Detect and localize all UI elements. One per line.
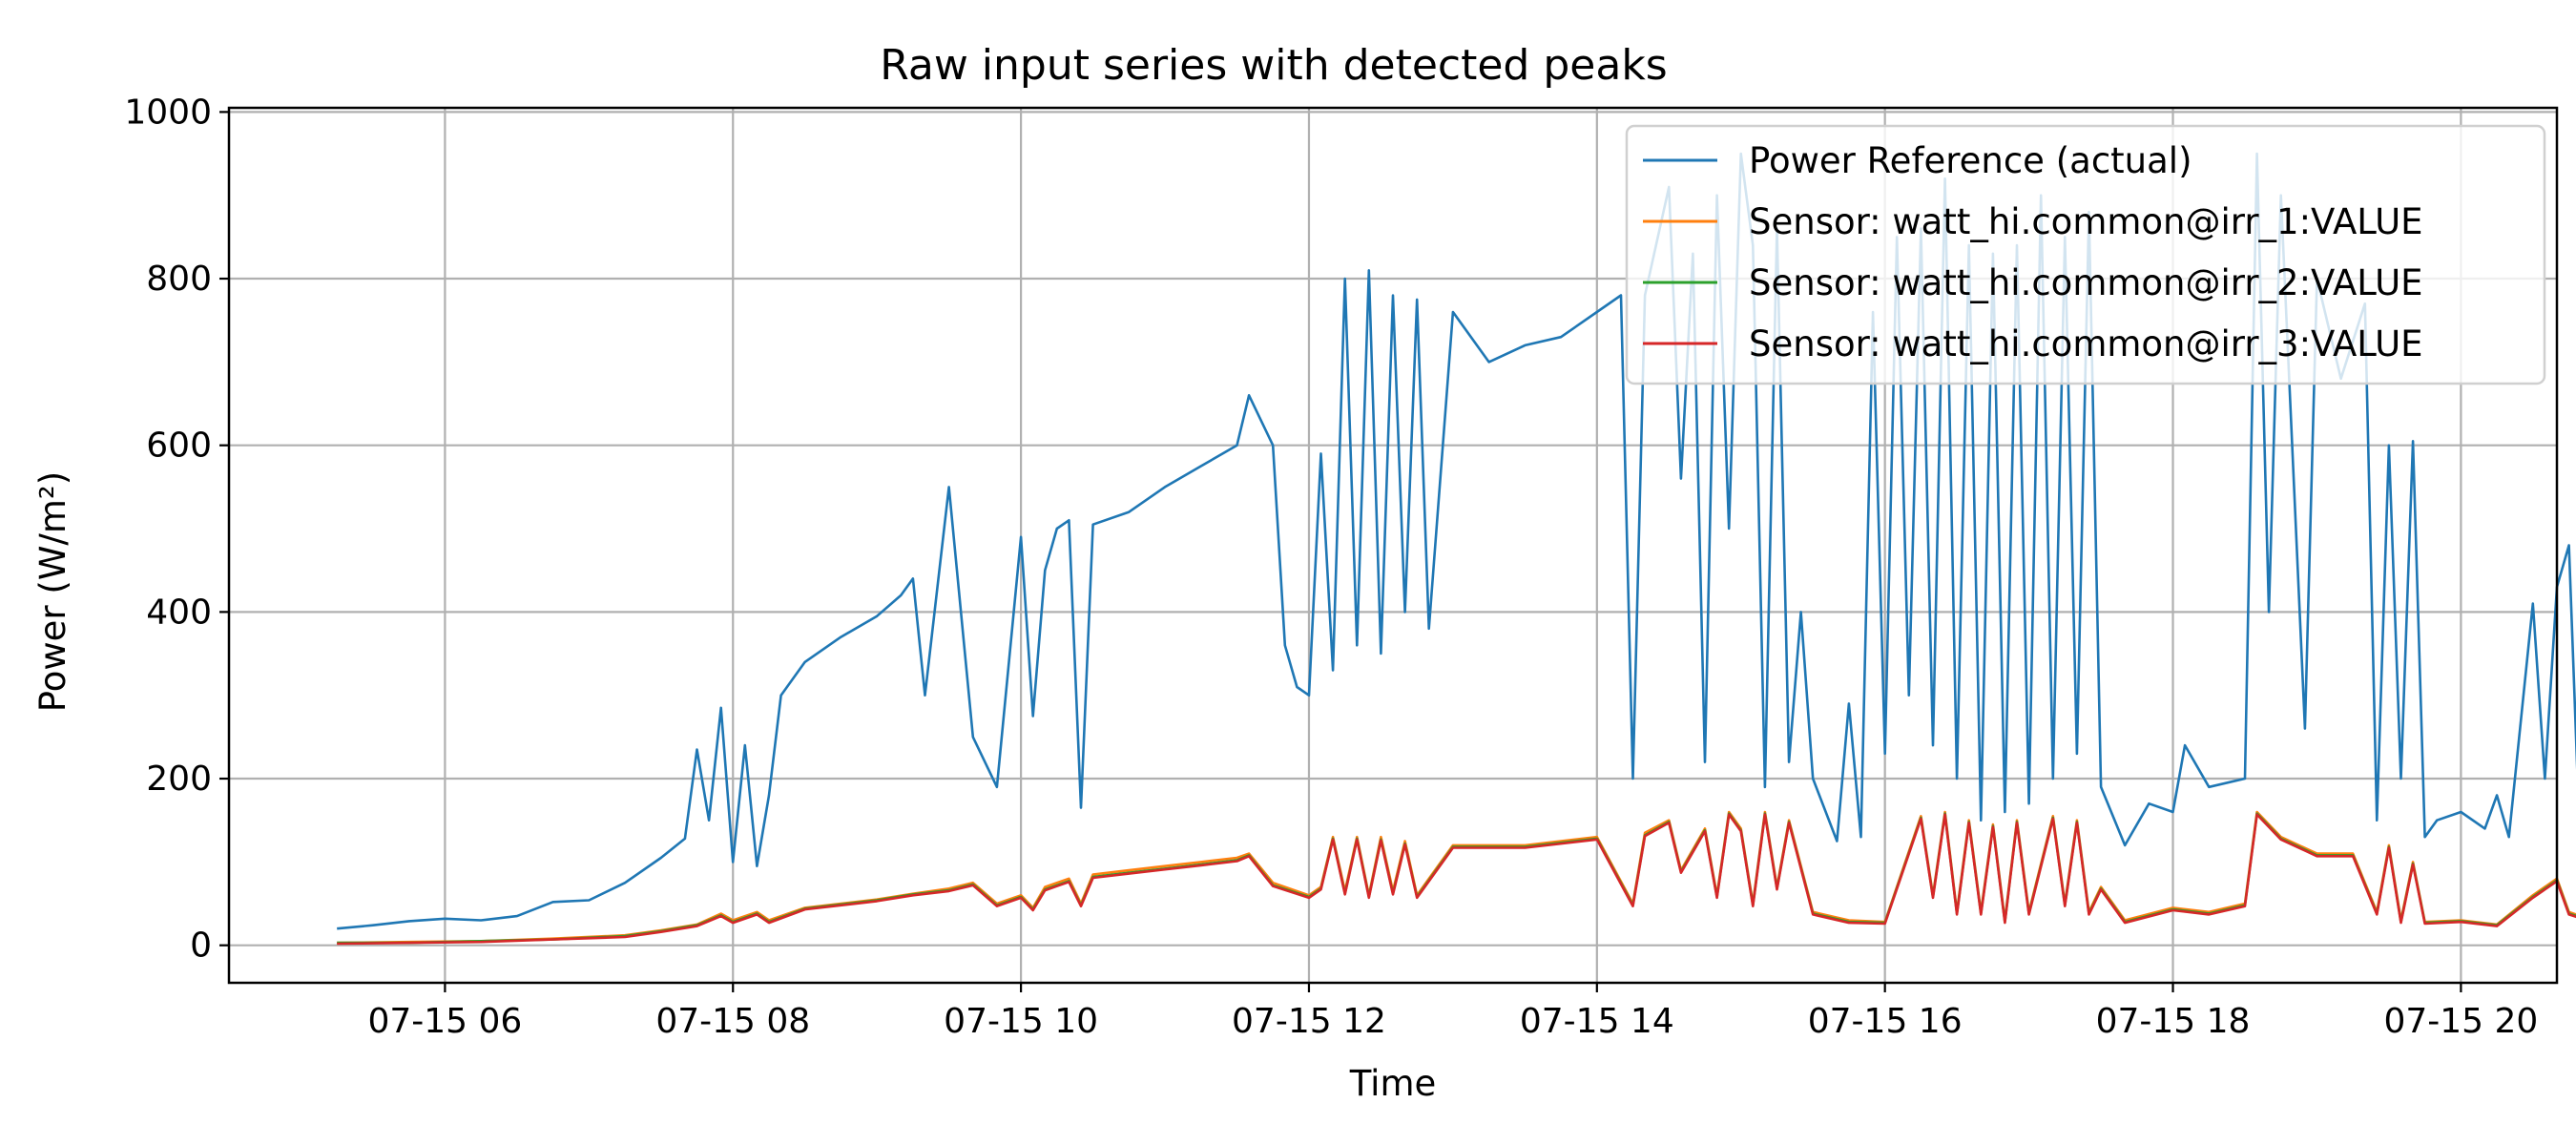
y-axis-title: Power (W/m²) <box>32 471 73 712</box>
y-tick-label: 800 <box>146 260 212 299</box>
x-axis-title: Time <box>1349 1063 1437 1104</box>
legend-label-1: Power Reference (actual) <box>1749 140 2192 181</box>
ticks: 07-15 06 07-15 08 07-15 10 07-15 12 07-15 14… <box>124 93 2538 1041</box>
series-layer <box>337 152 2576 946</box>
legend-label-3: Sensor: watt_hi.common@irr_2:VALUE <box>1749 262 2423 303</box>
plot-frame <box>227 106 2559 985</box>
y-tick-label: 600 <box>146 427 212 466</box>
x-tick-label: 07-15 18 <box>2096 1002 2251 1041</box>
y-tick-label: 400 <box>146 593 212 632</box>
y-tick-label: 200 <box>146 760 212 799</box>
legend-label-4: Sensor: watt_hi.common@irr_3:VALUE <box>1749 323 2423 364</box>
x-tick-label: 07-15 06 <box>367 1002 522 1041</box>
y-tick-label: 1000 <box>124 93 212 132</box>
x-tick-label: 07-15 14 <box>1520 1002 1674 1041</box>
x-tick-label: 07-15 10 <box>944 1002 1098 1041</box>
x-tick-label: 07-15 20 <box>2383 1002 2538 1041</box>
x-tick-label: 07-15 16 <box>1808 1002 1963 1041</box>
y-tick-label: 0 <box>190 926 212 966</box>
x-tick-label: 07-15 12 <box>1232 1002 1386 1041</box>
series-line-4 <box>337 813 2576 946</box>
legend-box <box>1625 124 2546 385</box>
chart-title: Raw input series with detected peaks <box>880 41 1667 90</box>
series-line-1 <box>337 152 2576 930</box>
legend: Power Reference (actual) Sensor: watt_hi.… <box>1625 124 2546 385</box>
x-tick-label: 07-15 08 <box>655 1002 810 1041</box>
legend-label-2: Sensor: watt_hi.common@irr_1:VALUE <box>1749 201 2423 242</box>
